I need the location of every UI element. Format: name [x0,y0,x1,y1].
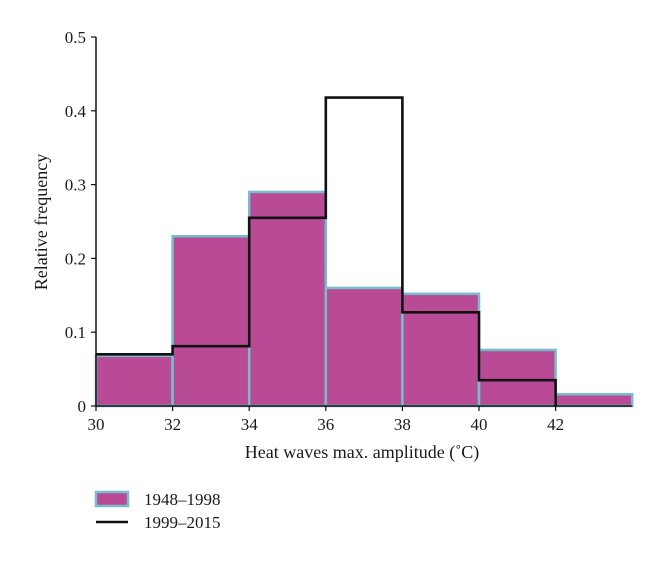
y-tick-label: 0.2 [65,249,86,268]
bar-30-32 [94,354,174,408]
y-tick-label: 0.5 [65,28,86,47]
bars-1948-1998 [94,190,634,408]
x-tick-label: 30 [88,415,105,434]
bar-38-40 [401,292,481,408]
tick-labels: 30 32 34 36 38 40 42 0 0.1 0.2 0.3 0.4 0.5 [65,28,564,434]
y-tick-label: 0.3 [65,176,86,195]
step-line [96,96,557,406]
y-tick-label: 0.4 [65,102,87,121]
x-tick-label: 32 [164,415,181,434]
x-tick-label: 42 [547,415,564,434]
x-tick-label: 38 [394,415,411,434]
legend-swatch-1948-1998 [94,490,130,508]
bar-40-42 [477,348,557,408]
x-axis-title: Heat waves max. amplitude (˚C) [245,442,479,463]
bar-32-34 [171,235,251,408]
legend-label-1999-2015: 1999–2015 [144,513,221,532]
bar-36-38 [324,286,404,408]
y-tick-label: 0 [78,397,87,416]
step-line-1999-2015 [96,96,557,406]
axes [91,36,633,411]
legend-label-1948-1998: 1948–1998 [144,490,221,509]
y-axis-title: Relative frequency [31,154,51,290]
x-tick-label: 40 [471,415,488,434]
legend: 1948–1998 1999–2015 [94,490,221,532]
bar-34-36 [247,190,328,408]
x-tick-label: 36 [317,415,334,434]
x-tick-label: 34 [241,415,259,434]
bar-42-44 [554,392,634,408]
y-tick-label: 0.1 [65,323,86,342]
